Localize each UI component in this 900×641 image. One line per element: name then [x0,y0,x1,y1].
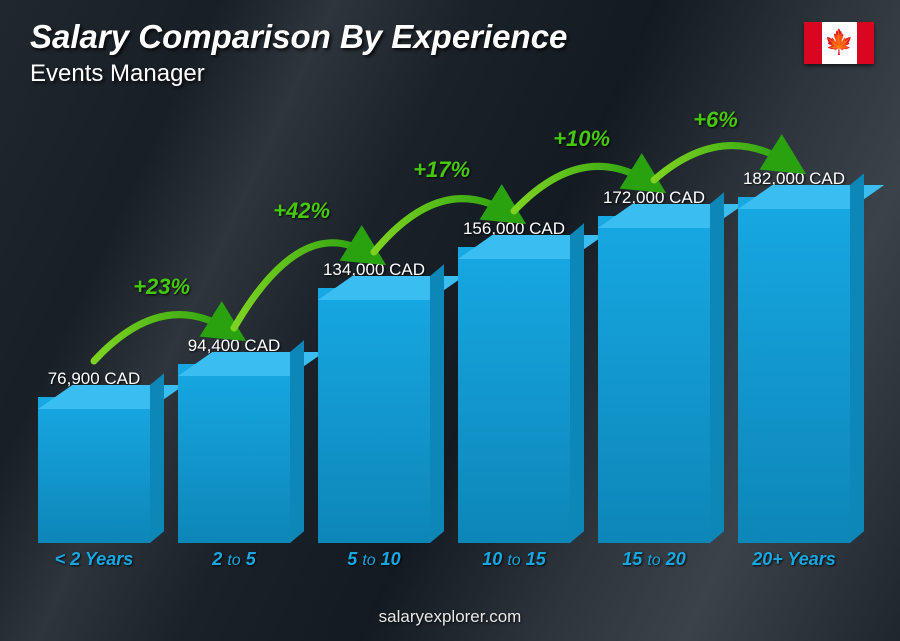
bar-shape [598,216,710,543]
bar-shape [178,364,290,543]
bar-shape [458,247,570,543]
increment-pct-4: +6% [693,107,738,133]
bar-shape [318,288,430,543]
bar-3: 156,000 CAD [458,219,570,543]
increment-pct-3: +10% [553,126,610,152]
x-tick-1: 2 to 5 [178,543,290,577]
page-subtitle: Events Manager [30,60,205,88]
x-tick-3: 10 to 15 [458,543,570,577]
x-tick-2: 5 to 10 [318,543,430,577]
bar-4: 172,000 CAD [598,188,710,543]
page-title: Salary Comparison By Experience [30,18,567,56]
bar-1: 94,400 CAD [178,336,290,543]
x-tick-0: < 2 Years [38,543,150,577]
x-tick-5: 20+ Years [738,543,850,577]
increment-pct-0: +23% [133,274,190,300]
increment-pct-1: +42% [273,198,330,224]
x-tick-4: 15 to 20 [598,543,710,577]
bar-chart: 76,900 CAD94,400 CAD134,000 CAD156,000 C… [30,120,858,577]
bar-shape [738,197,850,543]
infographic-stage: Salary Comparison By Experience Events M… [0,0,900,641]
bar-0: 76,900 CAD [38,369,150,543]
bar-2: 134,000 CAD [318,260,430,543]
footer-attribution: salaryexplorer.com [0,607,900,627]
bar-5: 182,000 CAD [738,169,850,543]
canada-flag-icon: 🍁 [804,22,874,64]
increment-pct-2: +17% [413,157,470,183]
bar-shape [38,397,150,543]
